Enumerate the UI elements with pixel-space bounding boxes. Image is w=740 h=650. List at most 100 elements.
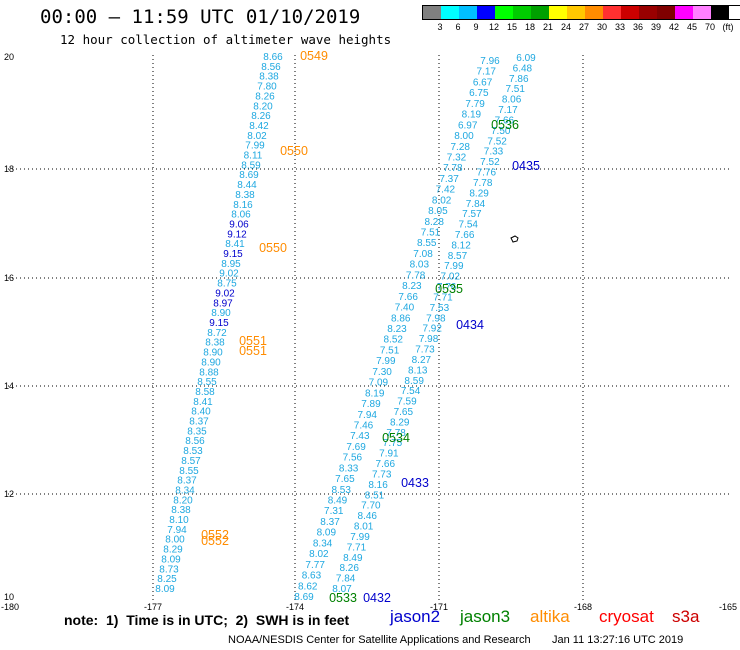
pass-label: 0550: [259, 241, 287, 255]
wave-height-value: 8.34: [313, 538, 333, 549]
wave-height-value: 7.98: [426, 313, 446, 324]
wave-height-value: 8.38: [235, 190, 255, 201]
wave-height-value: 8.09: [317, 528, 337, 539]
legend-label: 30: [596, 22, 608, 32]
legend-swatch: [423, 6, 441, 19]
legend-label: 21: [542, 22, 554, 32]
wave-height-value: 7.54: [401, 386, 421, 397]
wave-height-value: 7.28: [451, 142, 471, 153]
wave-height-value: 8.75: [217, 279, 237, 290]
wave-height-value: 7.66: [495, 115, 515, 126]
legend-swatch: [441, 6, 459, 19]
wave-height-value: 7.31: [324, 506, 344, 517]
wave-height-value: 7.40: [395, 303, 415, 314]
wave-height-value: 7.99: [444, 261, 464, 272]
legend-swatch: [549, 6, 567, 19]
wave-height-value: 7.30: [372, 367, 392, 378]
pass-label: 0534: [382, 431, 410, 445]
wave-height-value: 9.02: [219, 269, 239, 280]
legend-swatch: [495, 6, 513, 19]
wave-height-value: 6.48: [513, 63, 533, 74]
pass-label: 0432: [363, 591, 391, 605]
wave-height-value: 7.78: [386, 428, 406, 439]
island-outline: [510, 235, 519, 243]
legend-label: 3: [437, 22, 443, 32]
wave-height-value: 7.02: [441, 272, 461, 283]
legend-label: 27: [578, 22, 590, 32]
wave-height-value: 8.37: [189, 417, 209, 428]
legend-label: 39: [650, 22, 662, 32]
wave-height-value: 8.56: [185, 436, 205, 447]
wave-height-value: 8.41: [225, 239, 245, 250]
pass-label: 0551: [239, 334, 267, 348]
wave-height-value: 8.20: [173, 495, 193, 506]
legend-swatch: [459, 6, 477, 19]
wave-height-value: 8.90: [201, 357, 221, 368]
wave-height-value: 8.29: [163, 545, 183, 556]
wave-height-value: 7.99: [245, 141, 265, 152]
wave-height-value: 8.16: [233, 200, 253, 211]
wave-height-value: 7.51: [421, 228, 441, 239]
wave-height-value: 8.58: [195, 387, 215, 398]
wave-height-value: 7.65: [335, 474, 355, 485]
wave-height-value: 8.42: [249, 121, 269, 132]
pass-label: 0434: [456, 318, 484, 332]
wave-height-value: 8.23: [387, 324, 407, 335]
wave-height-value: 8.26: [339, 563, 359, 574]
wave-height-value: 7.17: [498, 105, 518, 116]
legend-label: 70: [704, 22, 716, 32]
x-tick-label: -174: [286, 602, 304, 612]
legend-swatch: [477, 6, 495, 19]
legend-swatch: [603, 6, 621, 19]
legend-swatch: [657, 6, 675, 19]
wave-height-value: 7.78: [473, 178, 493, 189]
wave-height-value: 6.67: [473, 77, 493, 88]
wave-height-value: 8.26: [251, 111, 271, 122]
wave-height-value: 8.52: [384, 335, 404, 346]
wave-height-value: 8.00: [454, 131, 474, 142]
color-scale-legend: 3 6 9 12 15 18 21 24 27 30 33 36 39 42 45 70 (ft): [422, 5, 740, 34]
wave-height-value: 8.11: [244, 151, 263, 162]
wave-height-value: 7.50: [491, 126, 511, 137]
wave-height-value: 8.57: [181, 456, 201, 467]
legend-label: 33: [614, 22, 626, 32]
wave-height-value: 8.66: [263, 52, 283, 63]
wave-height-value: 7.42: [436, 185, 456, 196]
wave-height-value: 8.28: [424, 217, 444, 228]
y-tick-label: 12: [4, 489, 14, 499]
wave-height-value: 8.90: [211, 308, 231, 319]
wave-height-value: 7.17: [477, 67, 497, 78]
wave-height-value: 7.66: [376, 459, 396, 470]
wave-height-value: 7.69: [346, 442, 366, 453]
legend-label: 15: [506, 22, 518, 32]
wave-height-values: 8.668.568.387.808.268.208.268.428.027.99…: [155, 52, 536, 603]
wave-height-value: 8.25: [157, 574, 177, 585]
legend-label: 24: [560, 22, 572, 32]
credit-text: NOAA/NESDIS Center for Satellite Applica…: [228, 634, 531, 646]
wave-height-value: 7.65: [394, 407, 414, 418]
wave-height-value: 8.19: [365, 388, 385, 399]
wave-height-value: 7.80: [257, 82, 277, 93]
wave-height-value: 8.69: [294, 592, 314, 603]
legend-label: 42: [668, 22, 680, 32]
legend-jason3: jason3: [460, 607, 511, 626]
wave-height-value: 8.00: [165, 535, 185, 546]
wave-height-value: 8.59: [241, 160, 261, 171]
wave-height-value: 8.40: [191, 407, 211, 418]
pass-label: 0551: [239, 344, 267, 358]
legend-label: (ft): [722, 22, 734, 32]
wave-height-value: 8.07: [332, 584, 352, 595]
wave-height-value: 7.91: [379, 449, 399, 460]
wave-height-value: 7.08: [413, 249, 433, 260]
pass-label: 0535: [435, 282, 463, 296]
legend-labels: 3 6 9 12 15 18 21 24 27 30 33 36 39 42 45 70 (ft): [422, 20, 740, 34]
pass-label: 0433: [401, 476, 429, 490]
wave-height-value: 8.41: [193, 397, 213, 408]
wave-height-value: 7.51: [380, 345, 400, 356]
wave-height-value: 8.55: [417, 238, 437, 249]
pass-label: 0552: [201, 534, 229, 548]
wave-height-value: 7.51: [505, 84, 525, 95]
wave-height-value: 7.99: [376, 356, 396, 367]
